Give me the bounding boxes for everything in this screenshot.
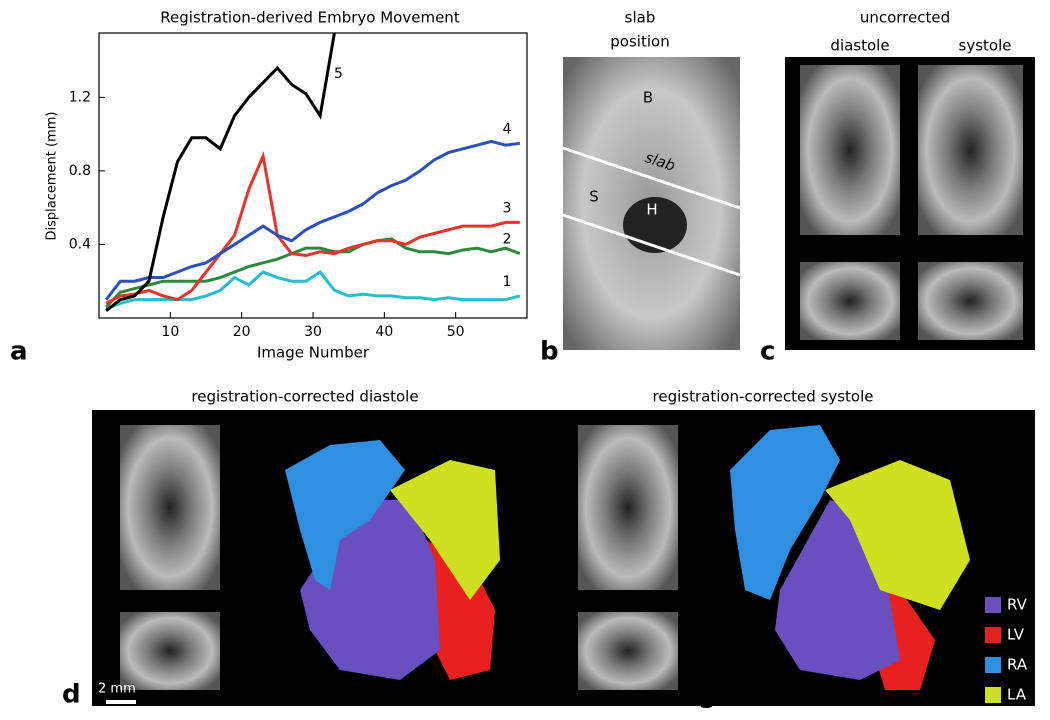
series-line (104, 139, 521, 301)
panel-letter: g (698, 680, 717, 710)
slab-line (562, 146, 741, 210)
panel-letter: b (540, 337, 559, 367)
series-label: 3 (503, 200, 512, 216)
heart-render (730, 425, 970, 690)
series-label: 4 (503, 121, 512, 137)
x-tick-label: 40 (375, 324, 393, 340)
plot: 10 20 30 40 50 0.4 0.8 1.2 1 2 3 4 5 (69, 32, 528, 340)
heart-region (623, 197, 687, 253)
y-tick-label: 0.4 (69, 236, 91, 252)
panel-title: systole (959, 37, 1012, 55)
panel-letter: e (252, 680, 270, 710)
label: H (646, 201, 657, 219)
panel-title: registration-corrected diastole (191, 388, 418, 406)
panel-letter: d (62, 680, 81, 710)
y-tick-label: 1.2 (69, 89, 91, 105)
x-tick-label: 30 (304, 324, 322, 340)
legend-swatch (985, 657, 1001, 673)
legend-swatch (985, 627, 1001, 643)
panel-title: registration-corrected systole (653, 388, 874, 406)
series-line (105, 270, 521, 311)
series-line (105, 33, 336, 312)
mri-image (120, 425, 220, 590)
legend-label: RA (1007, 656, 1028, 674)
mri-image (800, 262, 900, 340)
legend-swatch (985, 687, 1001, 703)
legend: RV LV RA LA (985, 596, 1028, 704)
series-label: 1 (503, 274, 512, 290)
panel-letter: c (760, 337, 775, 367)
legend-swatch (985, 597, 1001, 613)
x-tick-label: 20 (233, 324, 251, 340)
series-label: 2 (503, 232, 512, 248)
series-line (105, 237, 521, 309)
label: S (589, 188, 599, 206)
slab-line (562, 213, 741, 277)
x-tick-label: 10 (161, 324, 179, 340)
panel-title: position (610, 33, 669, 51)
heart-render (285, 440, 500, 680)
mri-image (918, 65, 1023, 235)
series-label: 5 (334, 66, 343, 82)
legend-label: RV (1007, 596, 1028, 614)
x-axis-label: Image Number (257, 344, 370, 362)
scale-label: 2 mm (98, 682, 136, 697)
panel-title: diastole (830, 37, 889, 55)
panel-letter: f (540, 680, 552, 710)
mri-image (578, 425, 678, 590)
mri-image (800, 65, 900, 235)
mri-image (918, 262, 1023, 340)
legend-label: LV (1007, 626, 1025, 644)
panel-title: uncorrected (860, 9, 950, 27)
x-tick-label: 50 (447, 324, 465, 340)
y-axis-label: Displacement (mm) (45, 112, 60, 241)
chart-title: Registration-derived Embryo Movement (160, 9, 460, 27)
y-tick-label: 0.8 (69, 163, 91, 179)
panel-title: slab (625, 9, 656, 27)
mri-image (578, 612, 678, 690)
legend-label: LA (1007, 686, 1027, 704)
label: B (643, 89, 653, 107)
mri-image (120, 612, 220, 690)
series-line (105, 151, 520, 305)
panel-letter: a (10, 337, 28, 367)
